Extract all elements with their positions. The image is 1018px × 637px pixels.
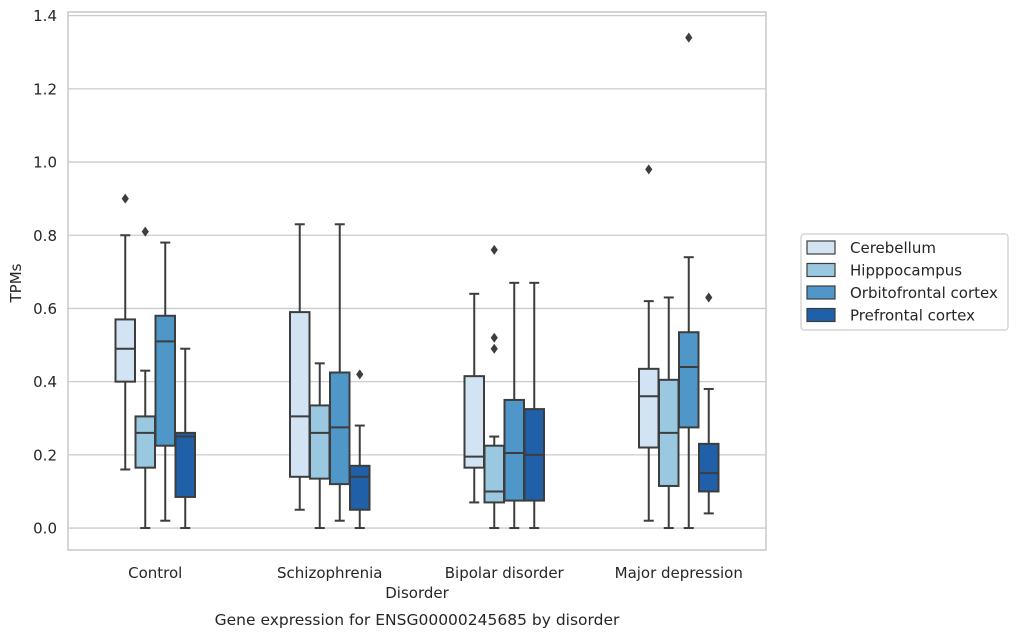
x-tick-label: Major depression (615, 564, 743, 582)
outlier-point (121, 193, 129, 204)
legend-swatch (806, 285, 836, 300)
box-iqr (483, 444, 505, 504)
outlier-point (490, 343, 498, 354)
y-tick-label: 0.0 (33, 520, 57, 538)
box-prefrontal-cortex (174, 347, 196, 530)
box-prefrontal-cortex (698, 292, 720, 515)
outlier-point (141, 226, 149, 237)
y-tick-label: 1.0 (33, 154, 57, 172)
outlier-point (705, 292, 713, 303)
y-axis-title: TPMs (7, 263, 25, 303)
legend-swatch (806, 307, 836, 323)
legend-label: Orbitofrontal cortex (850, 284, 998, 302)
box-prefrontal-cortex (349, 369, 371, 530)
y-tick-label: 1.2 (33, 80, 57, 98)
box-iqr (349, 464, 371, 511)
box-iqr (134, 415, 156, 469)
box-orbitofrontal-cortex (678, 32, 700, 530)
box-iqr (289, 311, 311, 478)
box-hipppocampus (483, 244, 505, 530)
outlier-point (356, 369, 364, 380)
box-hipppocampus (309, 362, 331, 530)
box-iqr (503, 398, 525, 502)
legend-label: Prefrontal cortex (850, 307, 975, 325)
y-tick-label: 0.2 (33, 446, 57, 464)
x-axis-title: Disorder (385, 584, 449, 602)
box-iqr (463, 375, 485, 469)
box-orbitofrontal-cortex (329, 223, 351, 522)
box-hipppocampus (134, 226, 156, 530)
x-tick-label: Control (128, 564, 182, 582)
x-tick-label: Bipolar disorder (445, 564, 565, 582)
legend: Cerebellum Hipppocampus Orbitofrontal cort… (800, 233, 1009, 331)
box-cerebellum (638, 164, 660, 522)
y-tick-label: 0.4 (33, 373, 57, 391)
box-iqr (114, 318, 136, 383)
box-orbitofrontal-cortex (503, 281, 525, 530)
boxes (114, 32, 720, 530)
y-tick-label: 0.8 (33, 227, 57, 245)
box-cerebellum (114, 193, 136, 471)
x-tick-label: Schizophrenia (277, 564, 382, 582)
y-axis-ticks: 0.0 0.2 0.4 0.6 0.8 1.0 1.2 1.4 (33, 7, 57, 537)
y-tick-label: 0.6 (33, 300, 57, 318)
outlier-point (490, 332, 498, 343)
plot-area-frame (67, 11, 767, 551)
outlier-point (685, 32, 693, 43)
outlier-point (645, 164, 653, 175)
chart-caption: Gene expression for ENSG00000245685 by d… (215, 611, 620, 629)
y-tick-label: 1.4 (33, 7, 57, 25)
legend-swatch (806, 240, 836, 255)
legend-frame (800, 233, 1009, 331)
box-hipppocampus (658, 296, 680, 530)
box-iqr (309, 404, 331, 480)
box-cerebellum (289, 223, 311, 511)
outlier-point (490, 244, 498, 255)
box-iqr (154, 314, 176, 447)
box-iqr (678, 331, 700, 429)
box-cerebellum (463, 292, 485, 504)
box-iqr (698, 442, 720, 493)
box-iqr (174, 431, 196, 498)
legend-label: Cerebellum (850, 239, 936, 257)
box-iqr (638, 367, 660, 449)
x-axis-ticks: Control Schizophrenia Bipolar disorder Majo… (128, 564, 743, 582)
box-prefrontal-cortex (523, 281, 545, 530)
box-orbitofrontal-cortex (154, 241, 176, 522)
legend-label: Hipppocampus (850, 262, 962, 280)
legend-swatch (806, 262, 836, 278)
